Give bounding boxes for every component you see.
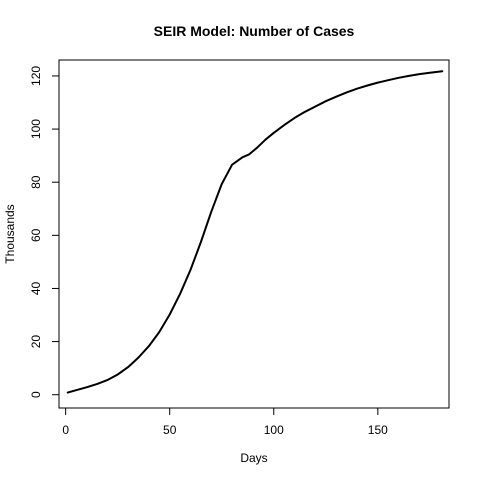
y-tick-label: 120 [29, 66, 43, 86]
plot-box [59, 60, 449, 408]
x-axis-label: Days [240, 451, 267, 465]
y-tick-label: 20 [29, 335, 43, 349]
chart-title: SEIR Model: Number of Cases [154, 23, 355, 39]
y-axis: 0 20 40 60 80 100 120 [29, 66, 59, 398]
y-tick-label: 0 [29, 391, 43, 398]
x-tick-label: 50 [163, 423, 177, 437]
x-tick-label: 0 [62, 423, 69, 437]
y-axis-label: Thousands [3, 204, 17, 263]
x-tick-label: 150 [368, 423, 388, 437]
y-tick-label: 40 [29, 281, 43, 295]
x-tick-label: 100 [264, 423, 284, 437]
y-tick-label: 60 [29, 228, 43, 242]
y-tick-label: 100 [29, 119, 43, 139]
x-axis: 0 50 100 150 [62, 408, 388, 437]
cases-line [68, 71, 443, 392]
y-tick-label: 80 [29, 175, 43, 189]
